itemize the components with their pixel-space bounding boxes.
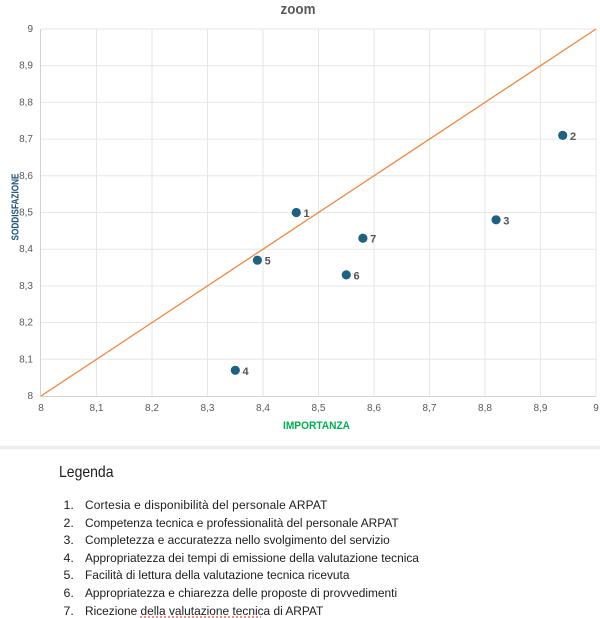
svg-text:8,9: 8,9 [19,61,33,72]
svg-text:8,6: 8,6 [19,171,33,182]
svg-text:5: 5 [265,256,271,268]
svg-text:SODDISFAZIONE: SODDISFAZIONE [10,174,22,241]
svg-text:8,4: 8,4 [256,403,270,414]
svg-text:4: 4 [243,366,250,378]
svg-text:2: 2 [570,131,576,143]
svg-text:6: 6 [354,270,360,282]
svg-text:8,4: 8,4 [19,244,33,255]
svg-text:3: 3 [503,215,509,227]
svg-text:8,2: 8,2 [145,403,159,414]
svg-text:7: 7 [370,234,376,246]
svg-text:8,8: 8,8 [19,97,33,108]
svg-text:8,1: 8,1 [90,403,104,414]
svg-text:8,3: 8,3 [201,403,215,414]
svg-text:8,6: 8,6 [367,403,381,414]
svg-text:8,7: 8,7 [423,403,437,414]
svg-text:IMPORTANZA: IMPORTANZA [283,420,350,432]
svg-text:9: 9 [27,24,33,35]
svg-text:8,5: 8,5 [312,403,326,414]
svg-text:8: 8 [27,391,33,402]
svg-text:zoom: zoom [281,1,316,18]
svg-text:8: 8 [38,403,44,414]
svg-text:8,3: 8,3 [19,281,33,292]
svg-text:8,7: 8,7 [19,134,33,145]
svg-text:8,2: 8,2 [19,318,33,329]
svg-text:8,8: 8,8 [478,403,492,414]
svg-text:1: 1 [304,208,310,220]
svg-text:8,9: 8,9 [534,403,548,414]
svg-text:8,1: 8,1 [19,354,33,365]
svg-text:8,5: 8,5 [19,208,33,219]
svg-text:9: 9 [593,403,599,414]
